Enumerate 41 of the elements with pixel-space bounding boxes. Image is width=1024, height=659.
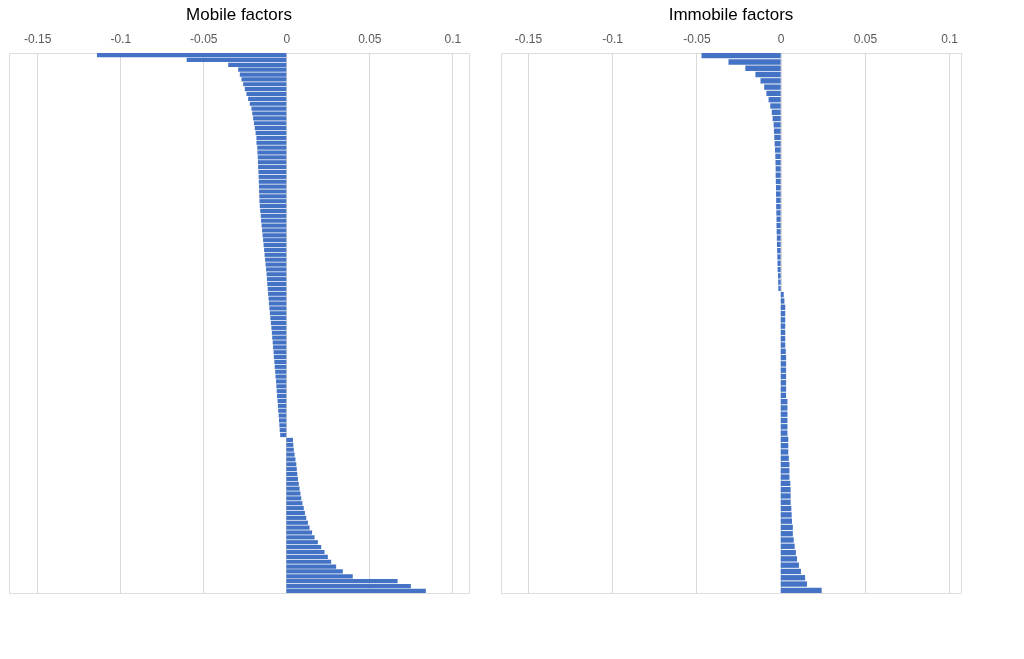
bar xyxy=(262,228,287,233)
bar xyxy=(286,530,313,535)
x-tick-label: 0 xyxy=(777,31,785,46)
bar xyxy=(97,53,287,58)
x-tick-label: 0.1 xyxy=(941,31,959,46)
bar xyxy=(280,432,287,438)
chart-title: Mobile factors xyxy=(186,5,292,24)
bar xyxy=(260,208,287,214)
bar xyxy=(286,471,298,477)
x-tick-label: 0 xyxy=(283,31,291,46)
bar xyxy=(255,130,287,136)
bar xyxy=(272,340,287,345)
bar xyxy=(286,452,295,457)
bar xyxy=(268,301,287,306)
x-tick-label: -0.05 xyxy=(683,31,711,46)
bar xyxy=(286,588,426,593)
bar xyxy=(265,262,287,267)
x-tick-label: 0.05 xyxy=(853,31,878,46)
x-tick-label: -0.05 xyxy=(190,31,218,46)
chart-title: Immobile factors xyxy=(668,5,794,24)
x-tick-label: -0.1 xyxy=(602,31,624,46)
bar xyxy=(257,150,287,155)
x-tick-label: 0.1 xyxy=(444,31,462,46)
bar xyxy=(239,72,287,77)
bar xyxy=(263,242,287,248)
bar xyxy=(278,413,287,418)
x-tick-label: -0.1 xyxy=(110,31,132,46)
x-tick-label: -0.15 xyxy=(24,31,52,46)
bar xyxy=(259,189,287,194)
bar xyxy=(276,379,287,384)
bar xyxy=(274,359,287,365)
bar xyxy=(286,491,301,496)
bar xyxy=(246,91,287,97)
bar xyxy=(286,510,305,516)
x-tick-label: -0.15 xyxy=(514,31,543,46)
bar xyxy=(267,281,287,287)
bar xyxy=(252,111,287,116)
bar xyxy=(270,320,287,326)
x-tick-label: 0.05 xyxy=(358,31,382,46)
bar xyxy=(258,169,287,175)
bar xyxy=(286,549,325,555)
